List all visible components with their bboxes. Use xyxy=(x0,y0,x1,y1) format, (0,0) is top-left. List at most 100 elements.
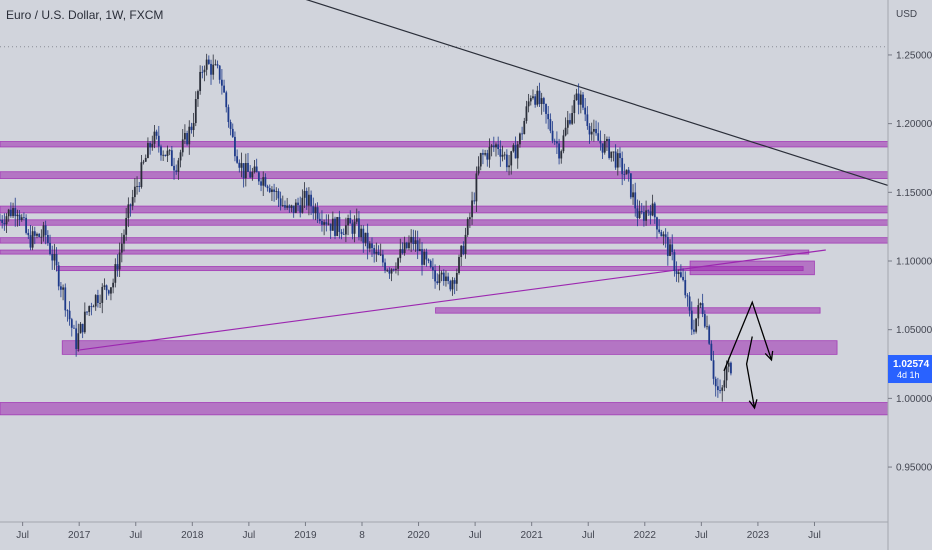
candle xyxy=(40,229,43,245)
trendline-1[interactable] xyxy=(76,249,826,351)
candle xyxy=(70,317,73,337)
candle xyxy=(623,163,626,181)
candle xyxy=(297,197,299,212)
time-tick-label: 2020 xyxy=(407,530,430,541)
zone-rect-2[interactable] xyxy=(0,205,889,214)
candle xyxy=(723,369,726,392)
candle xyxy=(110,287,112,301)
candle xyxy=(440,270,443,282)
candle xyxy=(277,188,280,207)
candle xyxy=(216,60,219,69)
zone-rect-3[interactable] xyxy=(0,219,889,226)
candle xyxy=(660,229,663,237)
candle xyxy=(227,104,230,128)
candle xyxy=(281,195,284,207)
candle xyxy=(99,294,101,308)
candle xyxy=(123,229,125,252)
candle xyxy=(714,376,717,397)
candle xyxy=(606,136,608,151)
candle xyxy=(192,112,195,137)
zone-rect-9[interactable] xyxy=(61,340,838,355)
time-tick-label: Jul xyxy=(695,530,708,541)
candle xyxy=(60,282,62,298)
candle xyxy=(260,178,262,192)
zone-rect-4[interactable] xyxy=(0,237,889,244)
candle xyxy=(244,153,247,187)
time-tick-label: 2022 xyxy=(634,530,657,541)
candle xyxy=(616,149,619,176)
candle xyxy=(412,229,415,251)
candle xyxy=(271,186,273,201)
candle xyxy=(529,95,532,106)
candle xyxy=(658,219,661,234)
candle xyxy=(229,119,232,136)
candle xyxy=(88,305,91,316)
candle xyxy=(379,243,382,257)
candle xyxy=(512,143,515,153)
trendline-0[interactable] xyxy=(243,0,889,187)
last-price-tag[interactable]: 1.02574 4d 1h xyxy=(888,355,932,384)
candle xyxy=(627,167,630,182)
candle xyxy=(31,226,34,251)
time-axis[interactable]: Jul 2017 Jul 2018 Jul 2019 8 2020 Jul 2021 Jul 2022… xyxy=(16,522,821,541)
projection-arrow-1[interactable] xyxy=(745,336,756,409)
zone-rect-1[interactable] xyxy=(0,171,889,179)
candle xyxy=(210,59,212,85)
candle xyxy=(364,232,367,247)
candle xyxy=(25,214,28,235)
candle xyxy=(377,245,380,256)
candle xyxy=(51,245,54,270)
candle xyxy=(716,377,719,398)
candle xyxy=(505,149,508,172)
price-axis[interactable]: 1.25000 1.20000 1.15000 1.10000 1.05000 1.000… xyxy=(888,50,932,474)
candle xyxy=(558,138,560,165)
candle xyxy=(288,204,291,213)
candle xyxy=(497,136,500,155)
candle xyxy=(325,214,328,232)
candle xyxy=(525,100,528,124)
candle xyxy=(649,204,652,225)
candle xyxy=(695,318,698,334)
candle xyxy=(186,130,188,146)
candle xyxy=(107,289,110,296)
candle xyxy=(368,241,371,253)
candle xyxy=(362,225,365,253)
candle xyxy=(397,257,399,276)
candle xyxy=(103,278,106,290)
candle xyxy=(460,244,463,267)
time-tick-label: 2017 xyxy=(68,530,91,541)
candle xyxy=(597,122,600,141)
candle xyxy=(647,209,650,216)
candle xyxy=(127,197,130,228)
candle xyxy=(308,187,310,216)
candle xyxy=(447,272,450,285)
candle xyxy=(575,88,578,101)
candle xyxy=(401,242,404,255)
candle xyxy=(423,248,426,266)
zone-rect-7[interactable] xyxy=(689,260,815,276)
candle xyxy=(125,207,128,241)
candle xyxy=(471,191,473,225)
candle xyxy=(64,283,67,317)
candle xyxy=(96,289,99,308)
candle xyxy=(516,141,519,169)
candle xyxy=(323,219,326,236)
candle xyxy=(662,231,665,246)
candle xyxy=(636,199,639,227)
projection-arrow-0[interactable] xyxy=(723,300,773,372)
candle xyxy=(416,230,419,260)
candle xyxy=(453,277,456,295)
time-tick-label: 2023 xyxy=(747,530,770,541)
time-tick-label: Jul xyxy=(808,530,821,541)
candle xyxy=(136,176,138,195)
arrowhead-1 xyxy=(748,399,758,410)
candle xyxy=(264,173,267,188)
zone-rect-8[interactable] xyxy=(435,307,821,314)
candle xyxy=(220,69,223,95)
candle xyxy=(179,149,182,168)
candle xyxy=(294,199,297,214)
candle xyxy=(355,208,358,225)
candle xyxy=(688,292,691,317)
